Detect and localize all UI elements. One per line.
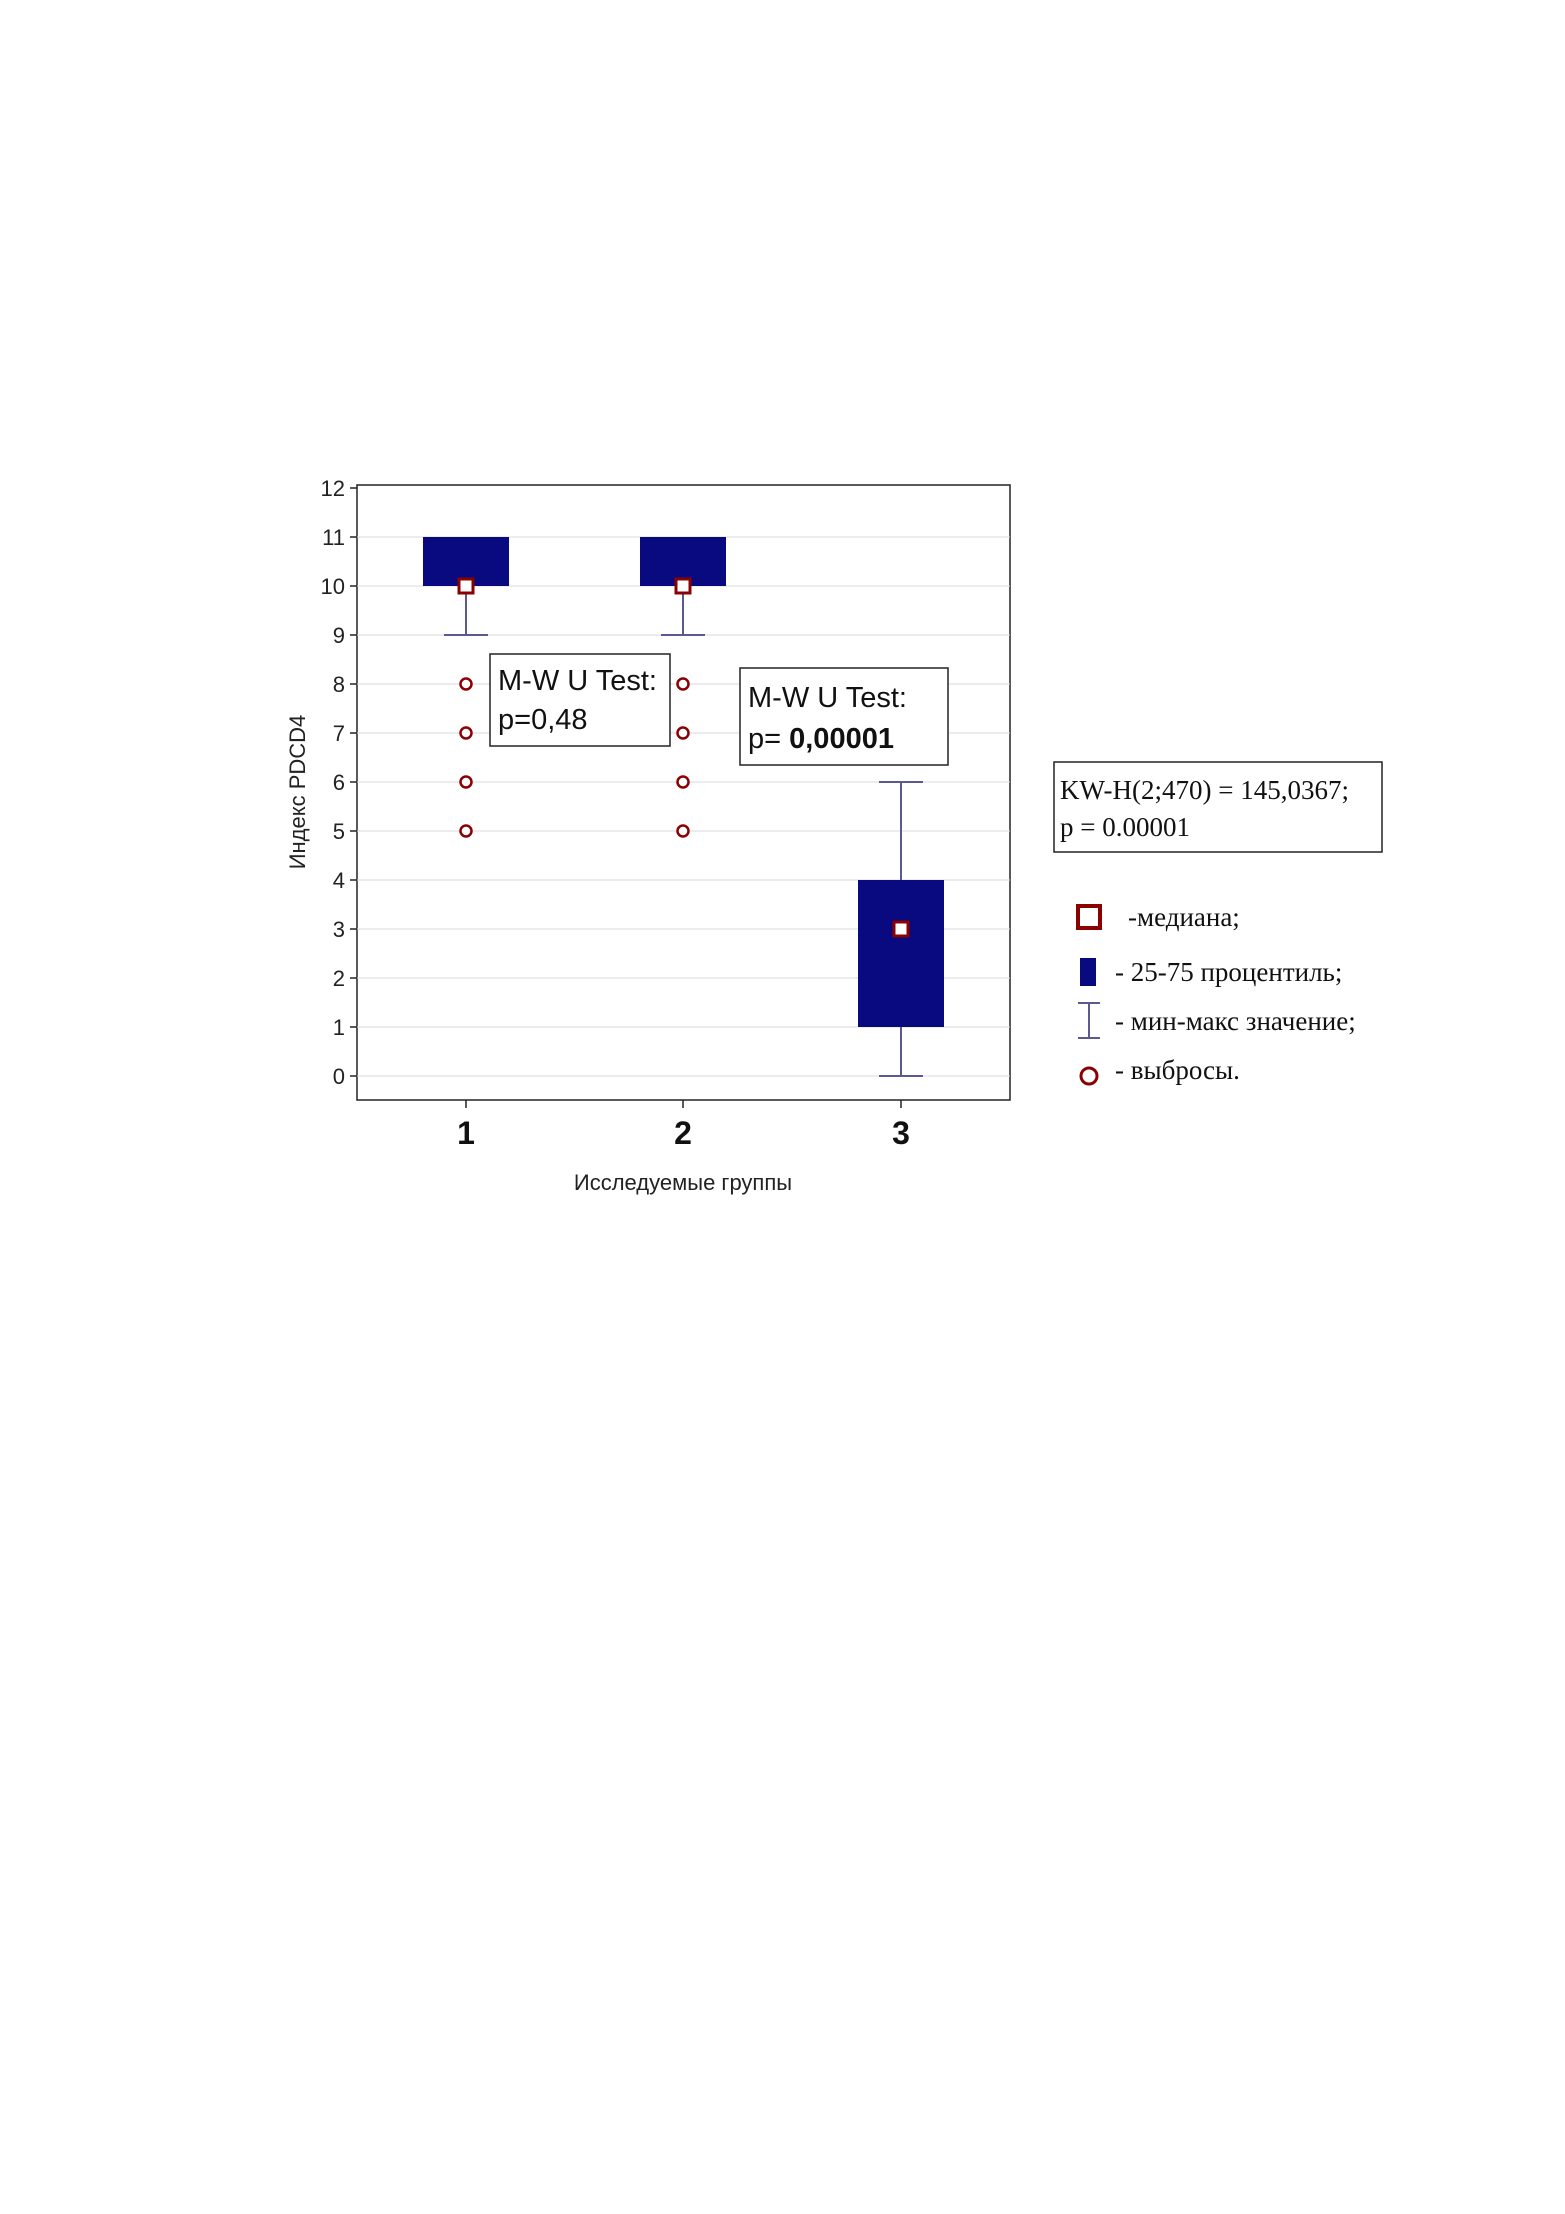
mw-test-box-2: M-W U Test: p= 0,00001 [739,667,949,766]
y-tick-label: 4 [333,868,345,893]
y-tick-label: 9 [333,623,345,648]
y-tick-label: 1 [333,1015,345,1040]
y-axis-label: Индекс PDCD4 [285,715,310,870]
outlier-point [676,726,690,740]
legend-whisker-icon [1078,1002,1100,1039]
legend-box-icon [1080,958,1096,986]
kw-test-box: KW-H(2;470) = 145,0367; p = 0.00001 [1053,761,1383,853]
kw-test-pvalue: p = 0.00001 [1060,812,1190,842]
y-tick-label: 3 [333,917,345,942]
mw-test-2-pvalue-prefix: p= [748,723,789,755]
legend-median-icon [1076,904,1102,930]
box-group-3 [858,781,944,1077]
legend: -медиана; - 25-75 процентиль; - мин-макс… [1076,902,1356,1086]
legend-median-label: -медиана; [1128,902,1240,932]
outlier-point [459,824,473,838]
outlier-point [459,775,473,789]
legend-whisker-label: - мин-макс значение; [1115,1006,1356,1036]
iqr-box [858,880,944,1027]
box-group-2 [640,537,726,838]
x-tick-label: 2 [674,1115,692,1151]
outlier-point [676,824,690,838]
legend-outlier-icon [1079,1066,1099,1086]
median-marker [457,577,475,595]
y-tick-label: 10 [321,574,345,599]
x-ticks: 1 2 3 [457,1100,910,1151]
y-tick-label: 11 [322,525,345,550]
y-tick-label: 8 [333,672,345,697]
x-tick-label: 3 [892,1115,910,1151]
kw-test-statistic: KW-H(2;470) = 145,0367; [1060,775,1349,805]
y-tick-label: 2 [333,966,345,991]
outlier-point [459,677,473,691]
median-marker [674,577,692,595]
legend-box-label: - 25-75 процентиль; [1115,957,1342,987]
outlier-point [676,775,690,789]
outlier-point [676,677,690,691]
x-tick-label: 1 [457,1115,475,1151]
legend-outlier-label: - выбросы. [1115,1055,1240,1085]
x-axis-label: Исследуемые группы [574,1170,792,1195]
mw-test-box-1: M-W U Test: p=0,48 [489,653,671,747]
box-group-1 [423,537,509,838]
mw-test-2-pvalue: p= 0,00001 [748,723,894,755]
y-tick-label: 6 [333,770,345,795]
boxes-layer [423,537,944,1077]
y-tick-label: 0 [333,1064,345,1089]
outlier-point [459,726,473,740]
mw-test-1-title: M-W U Test: [498,665,657,697]
y-tick-label: 7 [333,721,345,746]
y-tick-label: 5 [333,819,345,844]
y-tick-label: 12 [321,476,345,501]
mw-test-1-pvalue: p=0,48 [498,704,588,736]
mw-test-2-title: M-W U Test: [748,682,907,714]
mw-test-2-pvalue-bold: 0,00001 [789,723,894,755]
median-marker [892,920,910,938]
